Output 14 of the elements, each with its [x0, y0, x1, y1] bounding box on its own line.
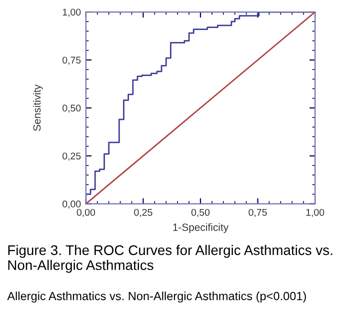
x-tick-label: 0,75 — [248, 208, 267, 217]
y-tick-label: 0,75 — [62, 56, 81, 65]
text: Allergic Asthmatics vs. Non-Allergic Asthmatics (p<0.001) — [7, 292, 306, 303]
text: Figure 3. The ROC Curves for Allergic Asthmatics vs. Non-Allergic Asthmatics — [8, 244, 332, 273]
y-tick-label: 0,00 — [62, 200, 81, 209]
y-tick-label: 0,50 — [62, 104, 81, 113]
y-tick-label: 1,00 — [62, 8, 81, 17]
x-tick-label: 0,00 — [76, 208, 95, 217]
x-tick-label: 0,50 — [191, 208, 210, 217]
y-axis-title: Sensitivity — [32, 84, 43, 131]
x-tick-label: 0,25 — [134, 208, 152, 217]
x-tick-label: 1,00 — [306, 208, 324, 217]
x-axis-title: 1-Specificity — [173, 223, 229, 234]
y-tick-label: 0,25 — [62, 152, 81, 161]
